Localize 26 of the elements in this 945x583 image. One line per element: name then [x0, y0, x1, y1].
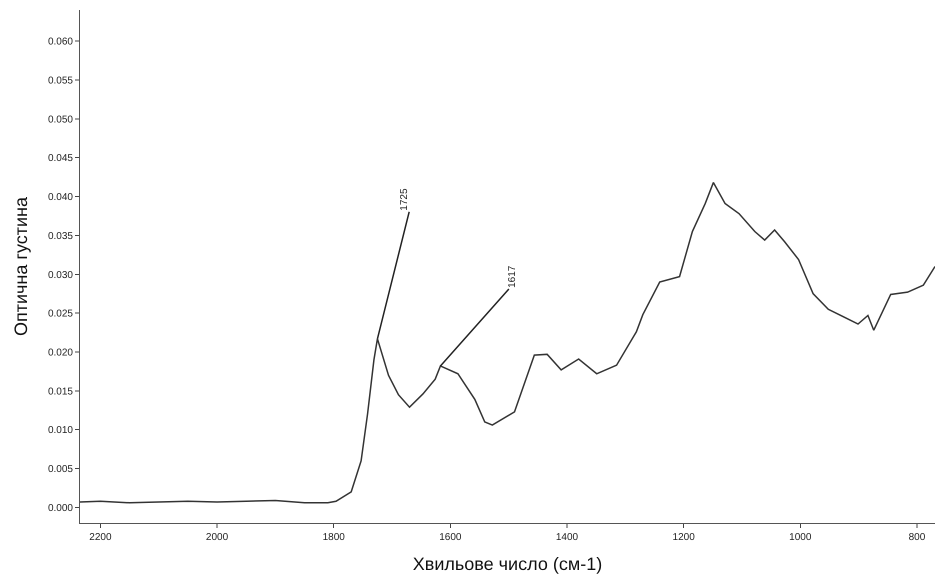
x-tick-label: 1200 — [672, 532, 696, 543]
y-tick-label: 0.040 — [48, 192, 74, 204]
x-tick-label: 1600 — [439, 532, 462, 543]
y-tick-label: 0.020 — [48, 348, 74, 358]
x-axis-title: Хвильове число (см-1) — [412, 554, 602, 574]
y-tick-label: 0.045 — [48, 153, 74, 164]
y-tick-label: 0.030 — [48, 270, 74, 281]
x-tick-label: 800 — [908, 532, 926, 543]
y-tick-label: 0.000 — [48, 502, 74, 514]
x-tick-label: 2000 — [206, 532, 229, 543]
y-tick-label: 0.060 — [48, 36, 74, 48]
x-tick-label: 1800 — [322, 532, 346, 543]
x-tick-label: 2200 — [89, 532, 112, 543]
y-tick-label: 0.050 — [48, 114, 74, 126]
y-tick-label: 0.005 — [48, 464, 74, 476]
annotation: 1725 — [399, 188, 410, 211]
annotation: 1617 — [506, 265, 518, 288]
y-tick-label: 0.055 — [48, 75, 74, 86]
y-tick-label: 0.015 — [48, 386, 74, 398]
y-tick-label: 0.035 — [48, 230, 74, 242]
line-series — [80, 182, 935, 504]
y-tick-label: 0.025 — [48, 308, 74, 320]
y-axis-title: Оптична густина — [11, 196, 32, 336]
y-tick-label: 0.010 — [48, 425, 74, 436]
x-tick-label: 1000 — [789, 532, 812, 543]
x-tick-label: 1400 — [556, 532, 579, 543]
